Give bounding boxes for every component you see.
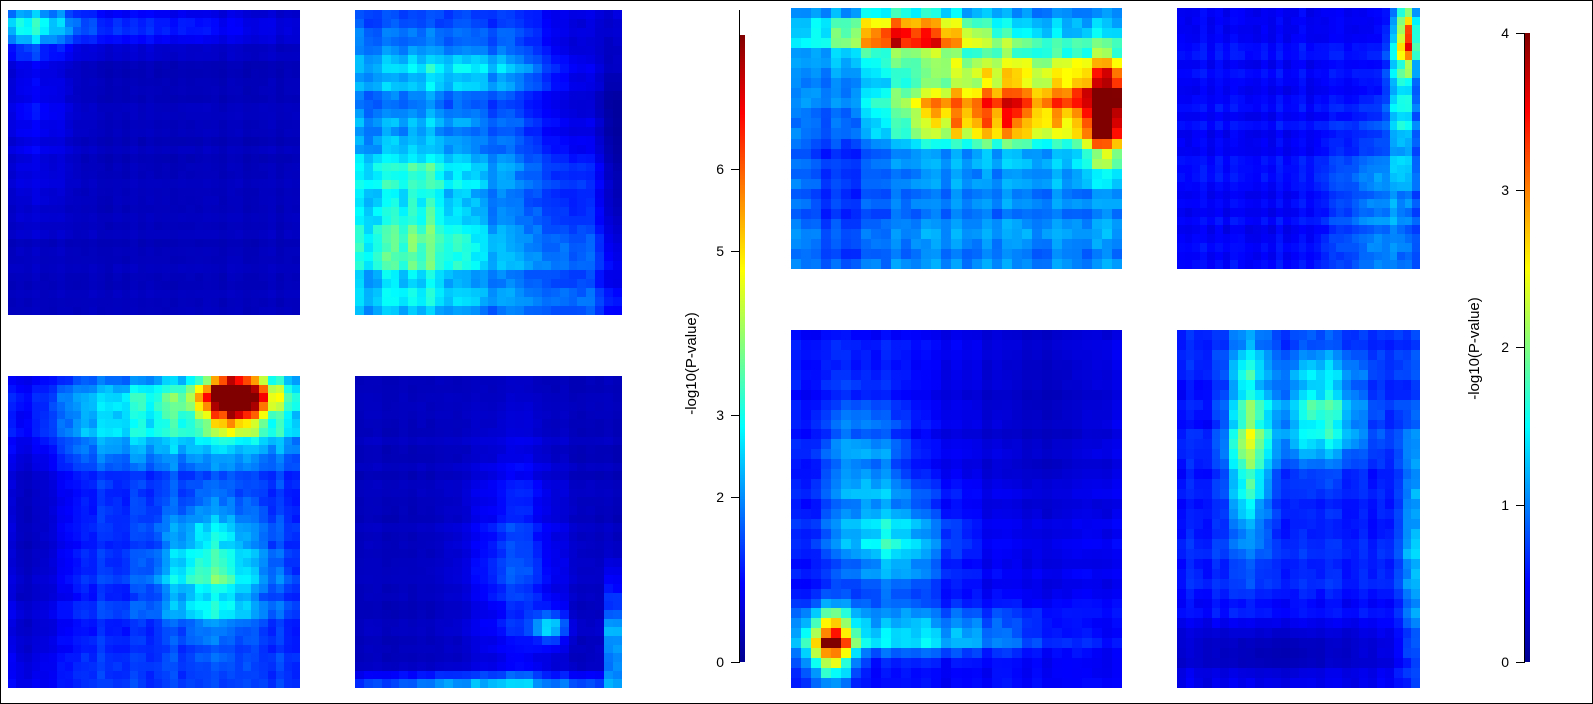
colorbar-tick bbox=[731, 415, 740, 416]
heatmap-p8 bbox=[1177, 330, 1420, 688]
heatmap-p7 bbox=[791, 330, 1122, 688]
colorbar-tick-label: 6 bbox=[716, 161, 724, 177]
colorbar-tick bbox=[731, 497, 740, 498]
colorbar-tick bbox=[731, 251, 740, 252]
colorbar-tick-label: 0 bbox=[1501, 654, 1509, 670]
colorbar-tick bbox=[1516, 662, 1525, 663]
colorbar-tick bbox=[1516, 33, 1525, 34]
heatmap-p4 bbox=[355, 376, 622, 688]
colorbar-tick-label: 3 bbox=[1501, 182, 1509, 198]
colorbar-tick-label: 4 bbox=[1501, 25, 1509, 41]
colorbar-tick-label: 0 bbox=[716, 654, 724, 670]
colorbar-tick-label: 2 bbox=[1501, 339, 1509, 355]
colorbar-right-gradient bbox=[1525, 33, 1530, 662]
heatmap-p3 bbox=[8, 376, 300, 688]
colorbar-left-axis bbox=[739, 10, 740, 662]
colorbar-right-title: -log10(P-value) bbox=[1465, 297, 1483, 400]
colorbar-tick bbox=[731, 169, 740, 170]
heatmap-p6 bbox=[1177, 8, 1420, 269]
heatmap-p2 bbox=[355, 10, 622, 315]
colorbar-tick-label: 5 bbox=[716, 243, 724, 259]
heatmap-p5 bbox=[791, 8, 1122, 269]
colorbar-tick-label: 3 bbox=[716, 407, 724, 423]
colorbar-tick-label: 1 bbox=[1501, 497, 1509, 513]
colorbar-left-title: -log10(P-value) bbox=[682, 312, 700, 415]
colorbar-tick bbox=[1516, 505, 1525, 506]
colorbar-tick bbox=[1516, 190, 1525, 191]
colorbar-tick bbox=[1516, 347, 1525, 348]
colorbar-left-gradient bbox=[740, 35, 745, 662]
colorbar-tick-label: 2 bbox=[716, 489, 724, 505]
colorbar-tick bbox=[731, 662, 740, 663]
heatmap-p1 bbox=[8, 10, 300, 315]
